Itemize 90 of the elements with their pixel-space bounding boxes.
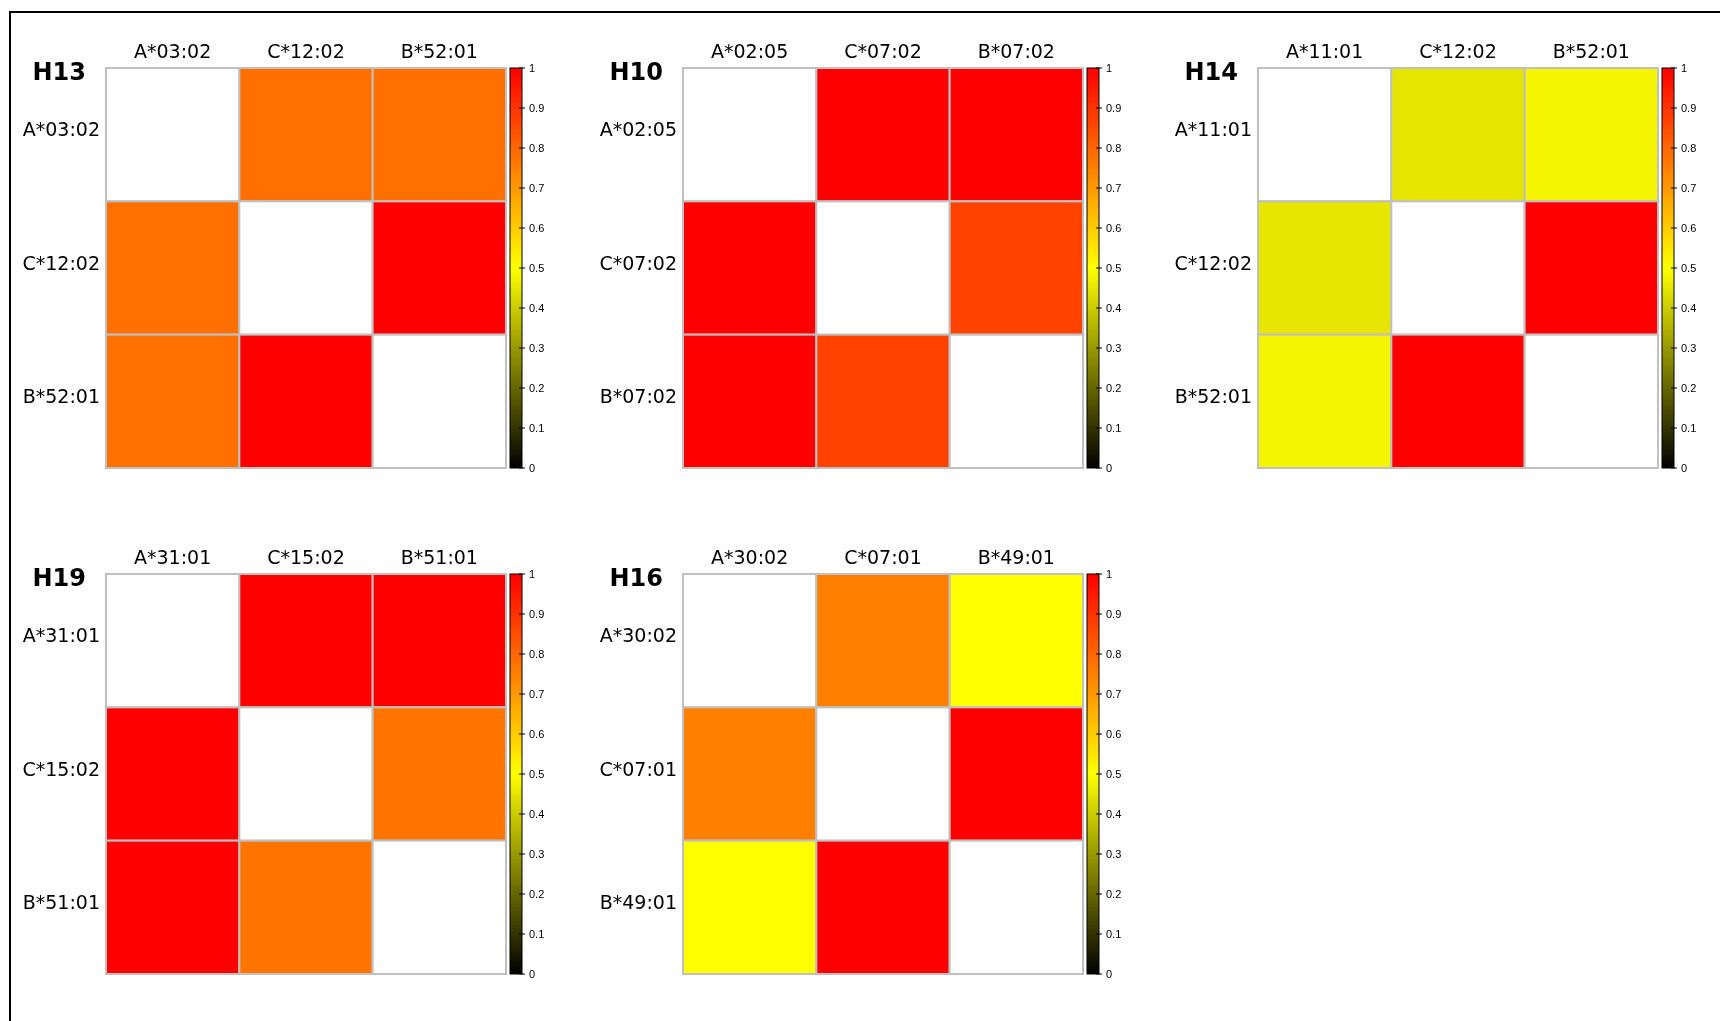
x-tick-label: A*02:05 (711, 40, 789, 62)
y-tick-label: B*51:01 (22, 890, 100, 913)
color-bar-label: 1 (1106, 568, 1113, 580)
color-bar-label: 0.6 (1106, 728, 1122, 740)
x-tick-label: C*07:01 (844, 546, 922, 568)
color-bar-label: 0.4 (1681, 302, 1697, 314)
chart-title: H10 (609, 58, 663, 86)
color-bar-label: 0.2 (1106, 382, 1122, 394)
color-bar-label: 1 (1681, 62, 1688, 74)
color-bar-label: 0.3 (1681, 342, 1697, 354)
x-tick-label: B*52:01 (400, 40, 478, 62)
x-tick-label: B*52:01 (1552, 40, 1630, 62)
color-bar-label: 0.9 (1106, 608, 1122, 620)
color-bar-label: 0.8 (1106, 648, 1122, 660)
color-bar-label: 0.2 (1106, 888, 1122, 900)
x-tick-label: B*51:01 (400, 546, 478, 568)
color-bar-label: 0.8 (1106, 142, 1122, 154)
color-bar-label: 0.4 (529, 808, 545, 820)
color-bar-label: 0.7 (529, 688, 545, 700)
color-bar-label: 0.8 (529, 648, 545, 660)
color-bar-label: 1 (1106, 62, 1113, 74)
color-bar-label: 0.4 (529, 302, 545, 314)
y-tick-label: A*03:02 (22, 118, 100, 141)
color-bar-label: 0.4 (1106, 808, 1122, 820)
y-tick-label: A*30:02 (599, 624, 677, 647)
color-bar-label: 0.1 (1106, 422, 1122, 434)
color-bar-label: 0.3 (1106, 848, 1122, 860)
color-bar-label: 0.1 (529, 422, 545, 434)
color-bar-label: 0.1 (1106, 928, 1122, 940)
color-bar-label: 0 (1106, 968, 1113, 980)
color-bar-label: 0.3 (529, 342, 545, 354)
color-bar-label: 1 (529, 62, 536, 74)
x-tick-label: A*11:01 (1286, 40, 1364, 62)
chart-title: H19 (32, 564, 86, 592)
color-bar-label: 0.5 (1106, 262, 1122, 274)
y-tick-label: C*15:02 (22, 757, 100, 780)
y-tick-label: C*07:01 (599, 757, 677, 780)
color-bar-label: 0.6 (529, 222, 545, 234)
color-bar-label: 0.5 (1681, 262, 1697, 274)
color-bar-label: 0.6 (1106, 222, 1122, 234)
x-tick-label: C*12:02 (1419, 40, 1497, 62)
color-bar-label: 0.9 (1681, 102, 1697, 114)
color-bar-label: 0.6 (1681, 222, 1697, 234)
color-bar-label: 0.7 (1106, 688, 1122, 700)
color-bar-label: 0.3 (529, 848, 545, 860)
color-bar-label: 0.2 (529, 888, 545, 900)
color-bar-label: 0.8 (1681, 142, 1697, 154)
x-tick-label: C*15:02 (267, 546, 345, 568)
color-bar-label: 0.5 (529, 768, 545, 780)
y-tick-label: C*07:02 (599, 251, 677, 274)
y-tick-label: A*02:05 (599, 118, 677, 141)
y-tick-label: C*12:02 (22, 251, 100, 274)
x-tick-label: C*12:02 (267, 40, 345, 62)
color-bar-label: 0.7 (1106, 182, 1122, 194)
x-tick-label: A*03:02 (134, 40, 212, 62)
y-tick-label: B*07:02 (599, 384, 677, 407)
y-tick-label: B*52:01 (22, 384, 100, 407)
y-tick-label: A*11:01 (1174, 118, 1252, 141)
color-bar-label: 0.9 (529, 608, 545, 620)
x-tick-label: C*07:02 (844, 40, 922, 62)
color-bar-label: 0.1 (1681, 422, 1697, 434)
color-bar-label: 0.7 (529, 182, 545, 194)
color-bar-label: 0.2 (1681, 382, 1697, 394)
color-bar-label: 0.4 (1106, 302, 1122, 314)
color-bar-label: 0.3 (1106, 342, 1122, 354)
y-tick-label: B*52:01 (1174, 384, 1252, 407)
x-tick-label: A*30:02 (711, 546, 789, 568)
color-bar-label: 0.6 (529, 728, 545, 740)
color-bar-label: 0.8 (529, 142, 545, 154)
color-bar-label: 0 (529, 462, 536, 474)
color-bar-label: 1 (529, 568, 536, 580)
color-bar-label: 0 (1106, 462, 1113, 474)
y-tick-label: C*12:02 (1174, 251, 1252, 274)
color-bar-label: 0.2 (529, 382, 545, 394)
y-tick-label: B*49:01 (599, 890, 677, 913)
color-bar-label: 0.9 (529, 102, 545, 114)
color-bar-label: 0.1 (529, 928, 545, 940)
y-tick-label: A*31:01 (22, 624, 100, 647)
color-bar-label: 0 (529, 968, 536, 980)
color-bar-label: 0.7 (1681, 182, 1697, 194)
x-tick-label: B*49:01 (977, 546, 1055, 568)
color-bar-label: 0 (1681, 462, 1688, 474)
color-bar-label: 0.5 (529, 262, 545, 274)
color-bar-label: 0.5 (1106, 768, 1122, 780)
x-tick-label: A*31:01 (134, 546, 212, 568)
chart-title: H13 (32, 58, 86, 86)
chart-title: H14 (1184, 58, 1238, 86)
x-tick-label: B*07:02 (977, 40, 1055, 62)
color-bar-label: 0.9 (1106, 102, 1122, 114)
chart-title: H16 (609, 564, 663, 592)
